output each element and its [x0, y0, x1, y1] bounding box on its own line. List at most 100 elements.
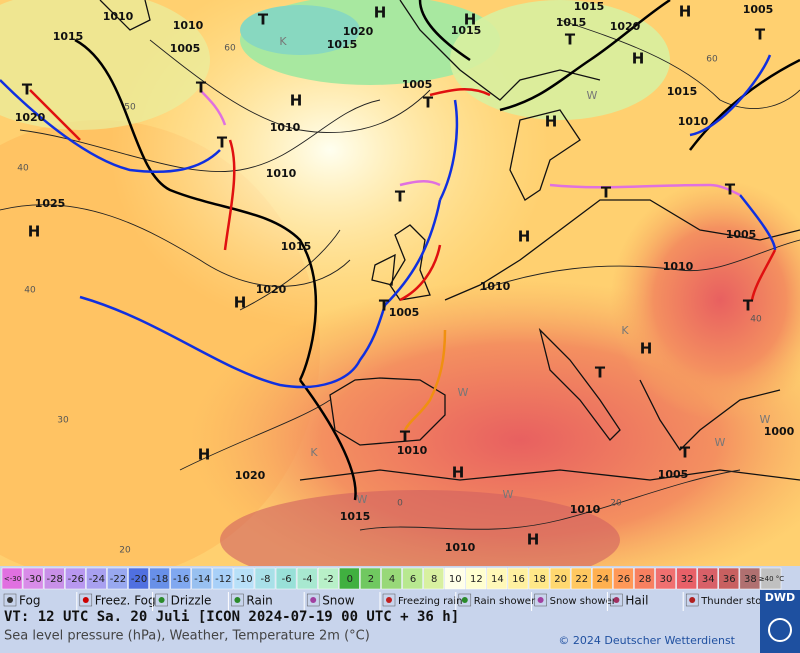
pressure-label: 1020	[256, 283, 287, 296]
scale-label: 20	[554, 574, 567, 585]
pressure-label: 1015	[281, 240, 312, 253]
scale-cell	[360, 567, 381, 590]
pressure-label: 1010	[266, 167, 297, 180]
pressure-system: T	[725, 181, 736, 199]
pressure-label: 1010	[445, 541, 476, 554]
scale-cell	[107, 567, 128, 590]
scale-cell	[64, 567, 86, 590]
weather-icon	[689, 597, 696, 603]
weather-icon	[82, 597, 89, 603]
scale-label: -20	[131, 574, 147, 585]
fronts	[0, 54, 777, 431]
pressure-label: 1005	[658, 468, 689, 481]
pressure-label: 1010	[397, 444, 428, 457]
dwd-logo-mark	[768, 618, 792, 642]
pressure-system: H	[632, 50, 645, 68]
air-mass-label: W	[587, 89, 598, 102]
pressure-system: H	[518, 228, 531, 246]
weather-label: Rain	[246, 594, 272, 608]
isotherm-label: 60	[224, 44, 236, 54]
pressure-label: 1005	[170, 42, 201, 55]
scale-label: 14	[491, 574, 504, 585]
scale-label: -6	[282, 574, 292, 585]
pressure-system: T	[680, 444, 691, 462]
pressure-label: 1015	[556, 16, 587, 29]
dwd-logo	[760, 590, 800, 653]
pressure-label: 1015	[340, 510, 371, 523]
air-mass-label: W	[357, 493, 368, 506]
pressure-label: 1020	[610, 20, 641, 33]
scale-cell	[1, 567, 23, 590]
pressure-label: 1005	[402, 78, 433, 91]
scale-cell	[570, 567, 592, 590]
scale-cell	[507, 567, 529, 590]
scale-cell	[634, 567, 655, 590]
scale-label: 34	[702, 574, 715, 585]
pressure-label: 1010	[103, 10, 134, 23]
scale-cell	[402, 567, 423, 590]
weather-icon	[613, 597, 620, 603]
scale-cell	[43, 567, 65, 590]
weather-label: Snow	[322, 594, 355, 608]
temperature-field	[240, 5, 360, 55]
scale-label: 12	[470, 574, 483, 585]
copyright: © 2024 Deutscher Wetterdienst	[558, 634, 735, 647]
scale-label: -24	[89, 574, 105, 585]
weather-icon	[7, 597, 13, 603]
isobars	[0, 19, 800, 531]
weather-icon	[234, 597, 241, 603]
pressure-label: 1005	[389, 306, 420, 319]
scale-label: 24	[596, 574, 609, 585]
scale-cell	[191, 567, 213, 590]
scale-label: 16	[512, 574, 525, 585]
scale-cell	[718, 567, 740, 590]
pressure-label: 1020	[235, 469, 266, 482]
scale-label: 36	[723, 574, 736, 585]
scale-label: 10	[449, 574, 462, 585]
scale-cell	[465, 567, 487, 590]
scale-label: 38	[744, 574, 757, 585]
pressure-label: 1015	[53, 30, 84, 43]
legend: <-30 -30 -28 -26 -24 -22 -20 -18 -16 -14 -12 -10 -8-…	[0, 566, 800, 613]
logo-text: DWD	[765, 591, 795, 604]
pressure-system: H	[527, 531, 540, 549]
scale-cell	[697, 567, 719, 590]
scale-label: -14	[194, 574, 210, 585]
scale-label: <-30	[4, 575, 21, 583]
footer-bg	[0, 613, 760, 653]
scale-label: 4	[389, 574, 395, 585]
pressure-label: 1010	[173, 19, 204, 32]
weather-icon	[685, 593, 699, 607]
weather-icon	[610, 593, 623, 607]
pressure-label: 1010	[678, 115, 709, 128]
pressure-system: T	[258, 11, 269, 29]
pressure-label: 1005	[743, 3, 774, 16]
pressure-system: T	[379, 297, 390, 315]
weather-icon	[461, 597, 468, 603]
scale-label: 26	[618, 574, 631, 585]
scale-cell	[22, 567, 44, 590]
scale-cell	[128, 567, 149, 590]
pressure-label: 1010	[663, 260, 694, 273]
scale-label: -28	[47, 574, 63, 585]
isotherm-label: 40	[24, 286, 36, 296]
scale-label: -8	[261, 574, 271, 585]
weather-icon	[158, 597, 165, 603]
weather-icon	[537, 597, 544, 603]
scale-label: 0	[347, 574, 353, 585]
scale-label: 28	[639, 574, 652, 585]
pressure-system: H	[374, 4, 387, 22]
scale-cell	[592, 567, 613, 590]
isotherm-label: 20	[610, 499, 622, 509]
isotherm-label: 50	[124, 103, 136, 113]
pressure-system: H	[234, 294, 247, 312]
scale-label: -18	[152, 574, 168, 585]
scale-cell	[444, 567, 466, 590]
pressure-system: H	[464, 11, 477, 29]
isotherm-label: 60	[706, 55, 718, 65]
weather-icon	[306, 593, 320, 607]
pressure-system: H	[290, 92, 303, 110]
pressure-system: T	[755, 26, 766, 44]
